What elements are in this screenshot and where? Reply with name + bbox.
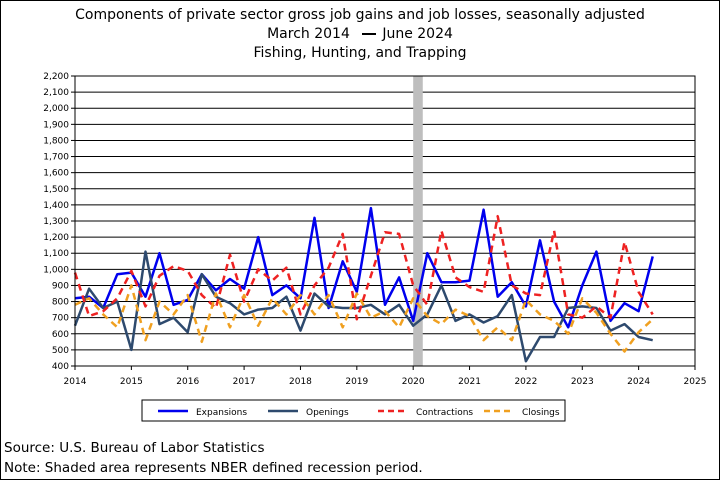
x-tick-label: 2023 (571, 377, 594, 387)
y-tick-label: 2,000 (43, 104, 69, 114)
x-tick-label: 2014 (64, 377, 87, 387)
legend-label-expansions: Expansions (196, 408, 247, 418)
subtitle-dash (362, 33, 377, 35)
x-tick-label: 2020 (402, 377, 425, 387)
recession-shade (413, 76, 423, 366)
y-tick-label: 1,200 (43, 233, 69, 243)
y-tick-label: 1,800 (43, 136, 69, 146)
x-tick-label: 2017 (233, 377, 256, 387)
y-tick-label: 2,100 (43, 88, 69, 98)
y-tick-label: 1,300 (43, 217, 69, 227)
x-tick-label: 2016 (176, 377, 199, 387)
x-tick-label: 2015 (120, 377, 143, 387)
legend-label-closings: Closings (522, 408, 560, 418)
x-axis: 2014 2015 2016 2017 2018 2019 2020 2021 2022 2023… (64, 366, 707, 387)
source-note: Source: U.S. Bureau of Labor Statistics (4, 440, 265, 456)
y-tick-label: 600 (52, 330, 69, 340)
legend-label-contractions: Contractions (416, 408, 473, 418)
x-tick-label: 2025 (684, 377, 707, 387)
y-tick-label: 1,400 (43, 201, 69, 211)
y-tick-label: 1,700 (43, 153, 69, 163)
chart-title: Components of private sector gross job g… (75, 7, 645, 23)
series-line-expansions (74, 206, 654, 329)
legend-box (141, 399, 566, 422)
y-tick-label: 1,900 (43, 120, 69, 130)
chart-subtitle: March 2014 June 2024 (0, 24, 720, 44)
y-tick-label: 400 (52, 362, 69, 372)
recession-note: Note: Shaded area represents NBER define… (4, 460, 423, 476)
chart-industry: Fishing, Hunting, and Trapping (253, 45, 467, 61)
y-tick-label: 1,500 (43, 185, 69, 195)
subtitle-end: June 2024 (382, 26, 453, 42)
y-tick-label: 1,000 (43, 265, 69, 275)
y-tick-label: 800 (52, 298, 69, 308)
y-tick-label: 700 (52, 314, 69, 324)
legend-label-openings: Openings (306, 408, 349, 418)
recession-band (413, 76, 423, 366)
series-line-closings (74, 284, 654, 353)
series-line-openings (73, 250, 653, 363)
x-tick-label: 2019 (345, 377, 368, 387)
legend: Expansions Openings Contractions Closings (141, 399, 566, 422)
series-line-contractions (73, 214, 654, 321)
x-tick-label: 2021 (458, 377, 481, 387)
subtitle-start: March 2014 (267, 26, 350, 42)
grid (75, 75, 695, 367)
y-tick-label: 2,200 (43, 72, 69, 82)
y-tick-label: 900 (52, 281, 69, 291)
y-tick-label: 1,100 (43, 249, 69, 259)
x-tick-label: 2018 (289, 377, 312, 387)
y-axis: 400 500 600 700 800 900 1,000 1,100 1,200 1,300 1,… (43, 72, 75, 372)
y-tick-label: 1,600 (43, 169, 69, 179)
x-tick-label: 2024 (627, 377, 650, 387)
y-tick-label: 500 (52, 346, 69, 356)
x-tick-label: 2022 (514, 377, 537, 387)
series-group (73, 206, 654, 363)
